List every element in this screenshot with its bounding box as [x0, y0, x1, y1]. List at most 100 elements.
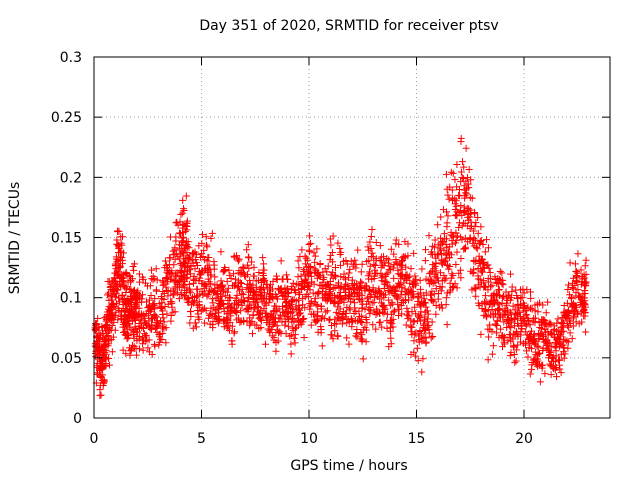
- data-point: [518, 293, 526, 301]
- data-point: [390, 274, 398, 282]
- data-point: [566, 291, 574, 299]
- data-point: [472, 292, 480, 300]
- data-point: [474, 214, 482, 222]
- data-point: [104, 331, 112, 339]
- data-point: [207, 304, 215, 312]
- data-point: [526, 370, 534, 378]
- data-point: [298, 286, 306, 294]
- data-point: [447, 274, 455, 282]
- data-point: [186, 266, 194, 274]
- data-point: [380, 262, 388, 270]
- data-point: [339, 315, 347, 323]
- data-point: [199, 306, 207, 314]
- data-point: [573, 309, 581, 317]
- data-point: [323, 268, 331, 276]
- data-point: [351, 256, 359, 264]
- data-point: [416, 317, 424, 325]
- data-point: [366, 310, 374, 318]
- data-point: [491, 310, 499, 318]
- data-point: [404, 274, 412, 282]
- data-point: [568, 335, 576, 343]
- data-point: [224, 304, 232, 312]
- data-point: [416, 276, 424, 284]
- data-point: [510, 342, 518, 350]
- data-point: [136, 278, 144, 286]
- data-point: [203, 292, 211, 300]
- data-point: [207, 271, 215, 279]
- data-point: [457, 274, 465, 282]
- data-point: [427, 334, 435, 342]
- data-point: [403, 304, 411, 312]
- data-point: [411, 303, 419, 311]
- data-point: [438, 260, 446, 268]
- data-point: [372, 255, 380, 263]
- data-point: [384, 269, 392, 277]
- data-point: [348, 323, 356, 331]
- data-point: [494, 280, 502, 288]
- data-point: [507, 270, 515, 278]
- data-point: [457, 168, 465, 176]
- data-point: [431, 236, 439, 244]
- data-point: [477, 236, 485, 244]
- data-point: [498, 269, 506, 277]
- data-point: [580, 294, 588, 302]
- data-point: [288, 283, 296, 291]
- data-point: [369, 284, 377, 292]
- data-point: [473, 245, 481, 253]
- data-point: [370, 288, 378, 296]
- data-point: [500, 309, 508, 317]
- data-point: [135, 304, 143, 312]
- data-point: [556, 331, 564, 339]
- data-point: [110, 301, 118, 309]
- data-point: [224, 288, 232, 296]
- data-point: [162, 283, 170, 291]
- y-tick-label: 0.3: [60, 50, 82, 66]
- data-point: [159, 314, 167, 322]
- data-point: [262, 340, 269, 348]
- data-point: [303, 290, 311, 298]
- data-point: [209, 299, 217, 307]
- data-point: [444, 212, 452, 220]
- data-point: [539, 301, 547, 309]
- data-point: [228, 322, 236, 330]
- data-point: [469, 239, 477, 247]
- data-point: [135, 335, 143, 343]
- data-point: [301, 252, 309, 260]
- data-point: [534, 351, 542, 359]
- data-point: [168, 298, 176, 306]
- data-point: [390, 250, 398, 258]
- data-point: [477, 330, 485, 338]
- data-point: [151, 342, 159, 350]
- data-point: [284, 313, 292, 321]
- data-point: [292, 297, 300, 305]
- data-point: [203, 282, 211, 290]
- data-point: [116, 273, 124, 281]
- data-point: [527, 304, 535, 312]
- data-point: [398, 265, 406, 273]
- data-point: [291, 286, 299, 294]
- data-point: [115, 227, 123, 235]
- data-point: [337, 248, 345, 256]
- data-point: [289, 308, 297, 316]
- data-point: [105, 354, 113, 362]
- data-point: [462, 144, 470, 152]
- data-point: [211, 273, 219, 281]
- data-point: [223, 277, 231, 285]
- data-point: [227, 312, 235, 320]
- data-point: [110, 318, 118, 326]
- data-point: [452, 237, 460, 245]
- data-point: [192, 251, 200, 259]
- data-point: [108, 321, 116, 329]
- data-point: [239, 291, 247, 299]
- data-point: [149, 300, 157, 308]
- data-point: [398, 299, 406, 307]
- data-point: [331, 327, 339, 335]
- data-point: [426, 291, 434, 299]
- data-point: [350, 310, 358, 318]
- data-point: [160, 325, 168, 333]
- data-point: [422, 338, 430, 346]
- data-point: [305, 282, 313, 290]
- data-point: [325, 316, 333, 324]
- data-point: [201, 319, 209, 327]
